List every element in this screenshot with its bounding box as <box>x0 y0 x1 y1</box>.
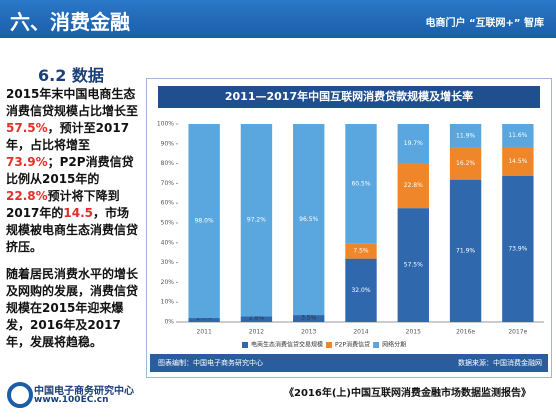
bar-segment <box>449 124 482 148</box>
bar-segment <box>345 124 377 244</box>
x-tick-label: 2014 <box>353 329 368 336</box>
bar-segment <box>502 146 534 176</box>
chart-title: 2011—2017年中国互联网消费贷款规模及增长率 <box>225 89 473 103</box>
bar-segment <box>502 124 534 147</box>
value-label: 16.2% <box>456 160 475 167</box>
value-label: 2.8% <box>249 315 265 322</box>
bar-segment <box>449 147 482 180</box>
x-tick-label: 2011 <box>197 329 212 336</box>
value-label: 98.0% <box>195 218 214 225</box>
y-tick-label: 90% <box>161 140 175 147</box>
bar-segment <box>345 243 377 259</box>
y-tick-label: 70% <box>161 180 175 187</box>
source-right: 数据来源：中国消费金融网 <box>458 358 542 367</box>
y-tick-label: 0% <box>164 319 174 326</box>
bar-segment <box>345 258 377 322</box>
highlight: 22.8% <box>6 189 48 203</box>
y-tick-label: 40% <box>161 239 175 246</box>
value-label: 11.9% <box>456 132 475 139</box>
highlight: 14.5 <box>63 206 94 220</box>
value-label: 97.2% <box>247 217 266 224</box>
highlight: 73.9% <box>6 155 48 169</box>
text: 随着居民消费水平的增长及网购的发展，消费信贷规模在2015年迎来爆发，2016年… <box>6 267 139 349</box>
report-title: 《2016年(上)中国互联网消费金融市场数据监测报告》 <box>284 388 531 399</box>
logo <box>7 382 33 408</box>
header-title: 六、消费金融 <box>10 10 130 34</box>
value-label: 11.6% <box>508 132 527 139</box>
legend-swatch <box>242 342 248 348</box>
highlight: 57.5% <box>6 121 48 135</box>
value-label: 71.9% <box>456 247 475 254</box>
bar-segment <box>293 315 325 322</box>
header-bar: 六、消费金融 电商门户 “互联网+” 智库 <box>0 0 556 38</box>
paragraph: 2015年末中国电商生态消费信贷规模占比增长至 57.5%，预计至2017年，占比… <box>6 86 138 256</box>
text: ；P2P消费信贷比例从2015年的 <box>6 155 134 186</box>
bar-segment <box>188 318 220 322</box>
header-tagline: 电商门户 “互联网+” 智库 <box>425 18 545 29</box>
text: 预计将下降到2017年的 <box>6 189 120 220</box>
y-tick-label: 30% <box>161 259 175 266</box>
value-label: 73.9% <box>508 245 527 252</box>
chart: 2011—2017年中国互联网消费贷款规模及增长率 图表编制：中国电子商务研究中… <box>146 78 552 378</box>
section-title: 6.2 数据 <box>38 66 104 85</box>
x-tick-label: 2013 <box>301 329 316 336</box>
bar-segment <box>293 124 325 316</box>
source-bar <box>150 354 548 372</box>
legend-label: P2P消费信贷 <box>335 341 370 349</box>
y-tick-label: 100% <box>157 121 174 128</box>
x-tick-label: 2015 <box>406 329 421 336</box>
bar-segment <box>397 163 429 209</box>
text: ，预计至2017年，占比将增至 <box>6 121 130 152</box>
legend-label: 电商生态消费信贷交易规模 <box>251 341 323 349</box>
bar-segment <box>240 316 273 322</box>
value-label: 32.0% <box>351 287 370 294</box>
x-tick-label: 2016e <box>456 329 475 336</box>
org-name: 中国电子商务研究中心 <box>34 386 134 397</box>
value-label: 19.7% <box>404 140 423 147</box>
paragraph: 随着居民消费水平的增长及网购的发展，消费信贷规模在2015年迎来爆发，2016年… <box>6 266 138 351</box>
bar-segment <box>502 175 534 322</box>
bar-segment <box>397 208 429 322</box>
y-tick-label: 10% <box>161 299 175 306</box>
text: ，市场规模被电商生态消费信贷挤压。 <box>6 206 139 254</box>
value-label: 22.8% <box>404 182 423 189</box>
legend-label: 网络分期 <box>382 341 406 349</box>
x-tick-label: 2012 <box>249 329 264 336</box>
y-tick-label: 20% <box>161 279 175 286</box>
value-label: 57.5% <box>404 262 423 269</box>
text: 2015年末中国电商生态消费信贷规模占比增长至 <box>6 87 139 118</box>
source-left: 图表编制：中国电子商务研究中心 <box>158 358 263 367</box>
value-label: 3.5% <box>301 315 317 322</box>
y-tick-label: 50% <box>161 220 175 227</box>
y-tick-label: 60% <box>161 200 175 207</box>
legend-swatch <box>373 342 380 348</box>
org-url: www.100EC.cn <box>34 395 109 405</box>
value-label: 14.5% <box>508 158 527 165</box>
y-tick-label: 80% <box>161 160 175 167</box>
value-label: 7.5% <box>353 248 369 255</box>
logo-ring <box>7 382 33 408</box>
x-tick-label: 2017e <box>508 329 527 336</box>
bar-segment <box>449 179 482 322</box>
legend-swatch <box>326 342 333 348</box>
value-label: 96.5% <box>299 216 318 223</box>
bar-segment <box>397 124 429 164</box>
bar-segment <box>188 124 220 319</box>
title-bar <box>158 86 540 108</box>
bar-segment <box>240 124 273 317</box>
value-label: 60.5% <box>351 180 370 187</box>
